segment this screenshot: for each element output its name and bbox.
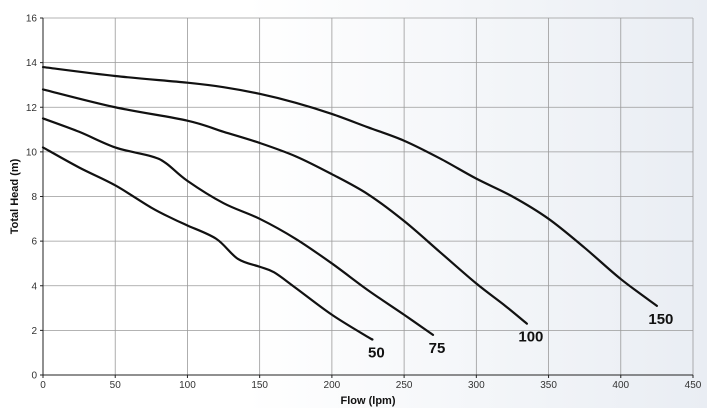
axes (40, 17, 694, 378)
y-tick-label: 2 (31, 326, 37, 337)
x-tick-label: 400 (612, 380, 629, 391)
x-tick-label: 350 (540, 380, 557, 391)
series-line-50 (41, 146, 374, 341)
series-label-150: 150 (648, 311, 673, 328)
series-line-75 (41, 117, 435, 336)
y-tick-label: 8 (31, 192, 37, 203)
y-tick-label: 4 (31, 281, 37, 292)
series-curves (41, 65, 658, 341)
x-tick-label: 300 (468, 380, 485, 391)
series-label-50: 50 (368, 344, 385, 361)
y-axis-title: Total Head (m) (9, 158, 21, 234)
x-axis-title: Flow (lpm) (341, 395, 396, 407)
y-tick-label: 0 (31, 371, 37, 382)
x-tick-label: 100 (179, 380, 196, 391)
x-tick-label: 0 (40, 380, 46, 391)
series-label-75: 75 (429, 340, 446, 357)
x-tick-label: 50 (110, 380, 122, 391)
y-tick-label: 12 (26, 103, 38, 114)
series-line-150 (41, 65, 658, 307)
y-tick-label: 14 (26, 58, 38, 69)
y-tick-label: 10 (26, 147, 38, 158)
series-label-100: 100 (518, 329, 543, 346)
tick-labels: 0 50 100 150 200 250 300 350 400 450 0 2 4 6 8 10 12 14 16… (26, 14, 702, 392)
series-line-100 (41, 88, 528, 325)
x-tick-label: 450 (685, 380, 702, 391)
x-tick-label: 150 (251, 380, 268, 391)
y-tick-label: 16 (26, 14, 38, 25)
grid-lines (42, 17, 694, 376)
y-tick-label: 6 (31, 237, 37, 248)
x-tick-label: 200 (324, 380, 341, 391)
x-tick-label: 250 (396, 380, 413, 391)
